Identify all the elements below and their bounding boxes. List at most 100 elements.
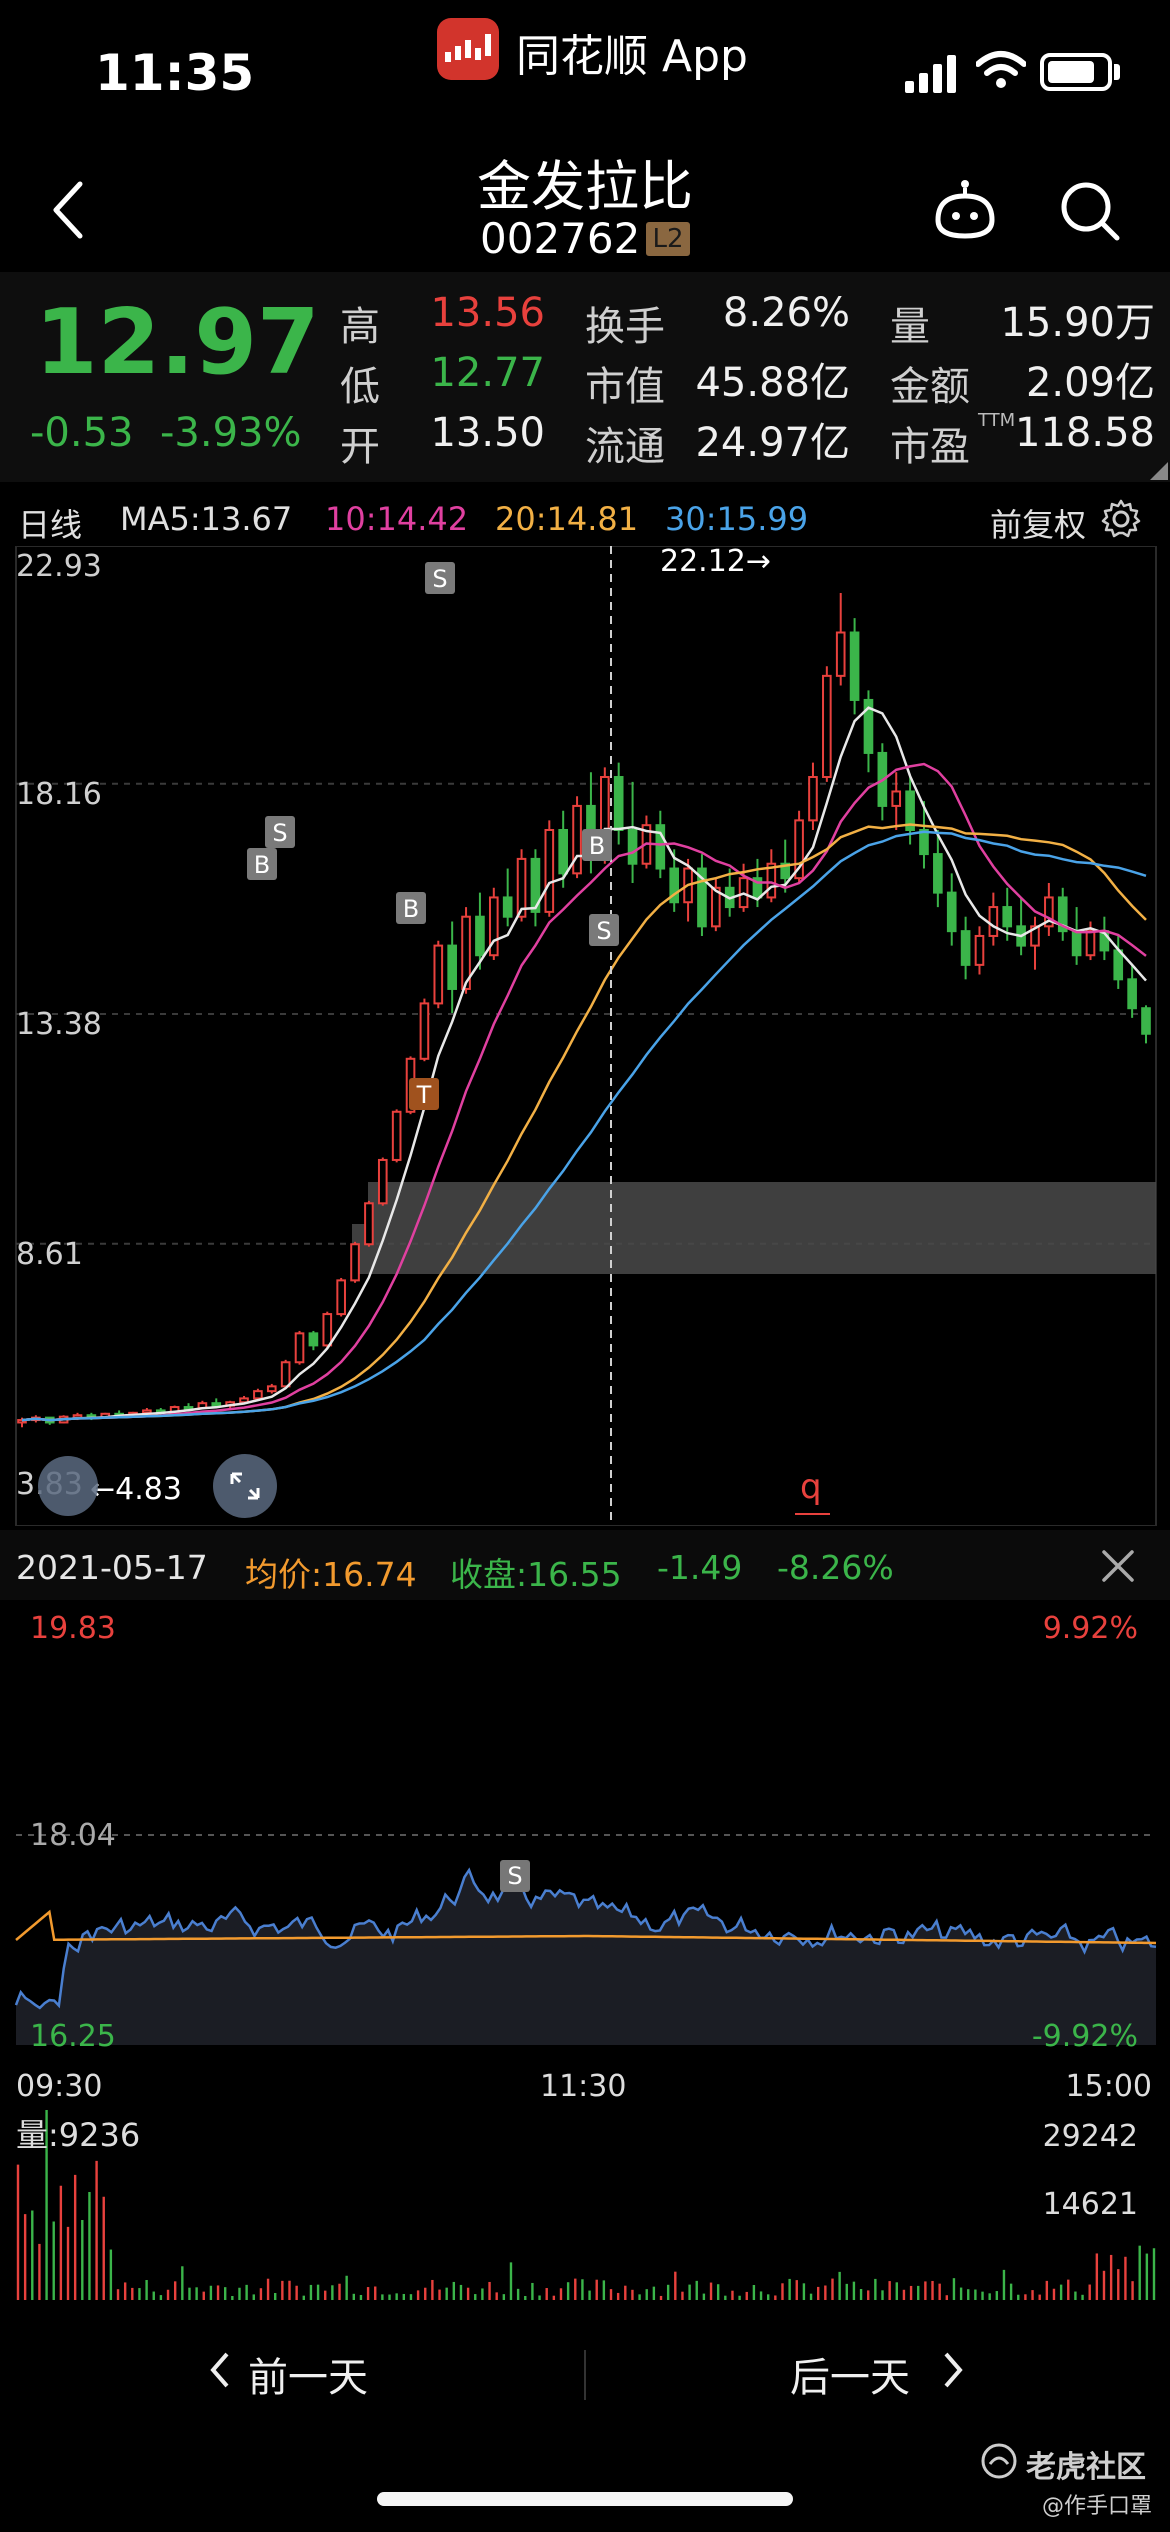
candle-body [142, 1409, 152, 1414]
trade-marker [409, 1078, 439, 1110]
candle-body [294, 1332, 305, 1364]
watermark-author: @作手口罩 [1042, 2494, 1153, 2519]
avg-price: 均价:16.74 [245, 1555, 417, 1594]
candle-body [752, 877, 763, 899]
turnover-value: 8.26% [722, 290, 850, 336]
price-line [14, 1867, 1157, 2010]
candle-body [1141, 1007, 1151, 1035]
turnover-label: 换手 [585, 304, 665, 350]
trade-marker-label: B [403, 895, 419, 923]
next-day-button[interactable]: 后一天 [790, 2355, 910, 2401]
period-selector[interactable]: 日线 [18, 506, 83, 544]
candle-body [308, 1332, 319, 1347]
market-cap-value: 45.88亿 [695, 360, 850, 406]
ma10-line [21, 762, 1147, 1422]
volume-bars [16, 2110, 1156, 2300]
volume-label: 量:9236 [16, 2116, 140, 2154]
ma10-value: 10:14.42 [325, 500, 469, 538]
level2-badge[interactable]: L2 [646, 222, 690, 256]
chevron-right-small-icon[interactable] [938, 2348, 968, 2396]
candle-body [946, 891, 957, 933]
trade-marker-label: S [432, 565, 447, 593]
close-icon[interactable] [1100, 1548, 1136, 1588]
candle-body [1127, 978, 1137, 1010]
search-icon[interactable] [1055, 176, 1125, 250]
time-start: 09:30 [16, 2069, 102, 2104]
min-price-marker: ←4.83 [90, 1472, 182, 1507]
home-indicator[interactable] [377, 2492, 793, 2506]
trade-marker-label: T [416, 1081, 432, 1109]
candle-body [863, 698, 874, 754]
candle-body [1030, 925, 1040, 947]
expand-chart-button[interactable] [213, 1454, 277, 1518]
candle-body [1057, 896, 1068, 933]
candle-body [822, 674, 832, 779]
candle-body [516, 857, 527, 918]
adjust-selector[interactable]: 前复权 [990, 506, 1087, 544]
candle-body [1085, 930, 1096, 957]
candle-body [669, 867, 680, 904]
candle-body [530, 857, 541, 913]
y-axis-label: 8.61 [16, 1237, 83, 1272]
robot-assistant-icon[interactable] [930, 176, 1000, 250]
candle-body [780, 862, 791, 880]
stock-name: 金发拉比 [477, 155, 693, 218]
y-axis-label: 22.93 [16, 549, 102, 584]
price-change: -0.53 [30, 410, 134, 456]
prev-day-button[interactable]: 前一天 [248, 2355, 368, 2401]
pe-ttm-sup: TTM [978, 410, 1016, 431]
time-mid: 11:30 [540, 2069, 626, 2104]
candle-body [835, 631, 846, 677]
y-bottom-label: 16.25 [30, 2019, 116, 2054]
candle-body [891, 790, 902, 807]
support-zone-lower [352, 1224, 1156, 1274]
battery-icon [1040, 53, 1112, 91]
q-marker: q [800, 1467, 822, 1507]
ma30-value: 30:15.99 [665, 500, 809, 538]
scroll-left-button[interactable] [38, 1456, 98, 1516]
expand-arrows-icon [230, 1472, 260, 1500]
chevron-left-small-icon[interactable] [205, 2348, 235, 2396]
low-label: 低 [340, 364, 380, 410]
candle-body [350, 1243, 360, 1282]
candle-body [1002, 906, 1013, 928]
trade-marker-label: S [596, 917, 611, 945]
ma5-value: MA5:13.67 [120, 500, 293, 538]
intraday-date: 2021-05-17 [16, 1548, 208, 1587]
app-logo-icon [437, 18, 499, 80]
tiger-community-logo-icon [980, 2442, 1018, 2484]
candle-body [613, 776, 624, 831]
intraday-chart[interactable]: 19.83 18.04 16.25 9.92% -9.92% 09:30 11:… [0, 1600, 1170, 2300]
candle-body [808, 776, 818, 822]
back-button[interactable] [40, 170, 100, 250]
intraday-header [0, 1530, 1170, 1600]
y-mid-label: 18.04 [30, 1818, 116, 1853]
candle-body [1071, 930, 1082, 957]
candle-body [766, 862, 777, 899]
trade-marker [582, 829, 612, 861]
expand-corner-icon[interactable] [1150, 462, 1168, 480]
quote-panel [0, 272, 1170, 482]
candle-body [655, 824, 666, 870]
candle-body [488, 896, 499, 957]
intraday-change: -1.49 [657, 1548, 743, 1587]
candle-body [419, 1002, 430, 1060]
watermark-name: 老虎社区 [1026, 2450, 1146, 2485]
candle-body [794, 819, 804, 880]
candle-body [960, 930, 971, 966]
trade-marker [396, 892, 426, 924]
candle-body [988, 906, 999, 937]
candle-body [627, 829, 638, 865]
support-zone-upper [368, 1182, 1156, 1224]
candle-body [905, 790, 915, 832]
intraday-sell-marker-text: S [507, 1862, 522, 1890]
price-area [14, 1867, 1157, 2045]
float-cap-label: 流通 [585, 424, 665, 470]
candle-body [377, 1158, 388, 1205]
ma30-line [21, 830, 1147, 1422]
low-value: 12.77 [430, 350, 545, 396]
settings-gear-icon[interactable] [1100, 498, 1142, 544]
candle-body [919, 829, 929, 856]
